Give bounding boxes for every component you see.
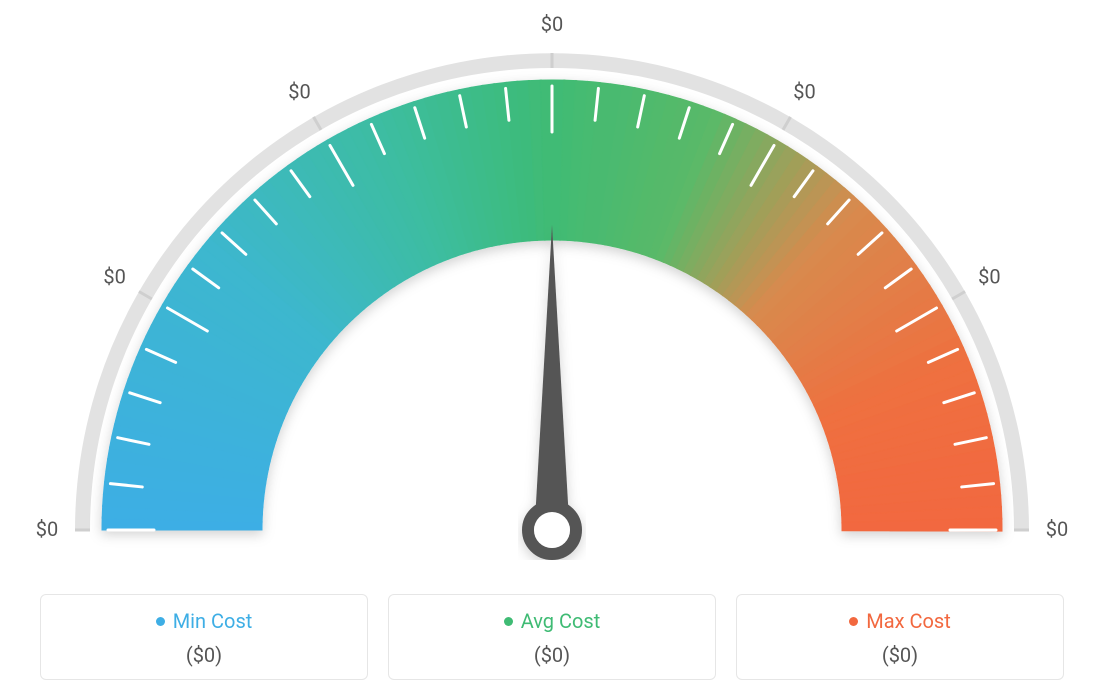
gauge-tick-label: $0 [978,265,1000,289]
legend-label-min: Min Cost [173,609,253,633]
legend-label-avg: Avg Cost [521,609,601,633]
legend-value-avg: ($0) [399,643,705,667]
legend-top: Max Cost [747,609,1053,633]
legend-dot-max [849,617,858,626]
gauge-tick-label: $0 [36,517,58,541]
legend-top: Avg Cost [399,609,705,633]
gauge-svg: $0 $0 $0 $0 $0 $0 $0 [0,0,1104,560]
gauge-tick-label: $0 [793,80,815,104]
legend-value-max: ($0) [747,643,1053,667]
gauge-svg-wrap: $0 $0 $0 $0 $0 $0 $0 [0,0,1104,550]
legend-row: Min Cost ($0) Avg Cost ($0) Max Cost ($0… [40,594,1064,680]
cost-gauge-chart: $0 $0 $0 $0 $0 $0 $0 Min Cost ($0) Avg Cost ($… [0,0,1104,690]
gauge-tick-label: $0 [541,12,563,36]
gauge-tick-label: $0 [103,265,125,289]
legend-top: Min Cost [51,609,357,633]
legend-dot-avg [504,617,513,626]
legend-card-max: Max Cost ($0) [736,594,1064,680]
legend-label-max: Max Cost [866,609,951,633]
legend-card-avg: Avg Cost ($0) [388,594,716,680]
gauge-tick-label: $0 [1046,517,1068,541]
gauge-needle [528,225,576,554]
legend-dot-min [156,617,165,626]
legend-value-min: ($0) [51,643,357,667]
legend-card-min: Min Cost ($0) [40,594,368,680]
gauge-tick-label: $0 [288,80,310,104]
